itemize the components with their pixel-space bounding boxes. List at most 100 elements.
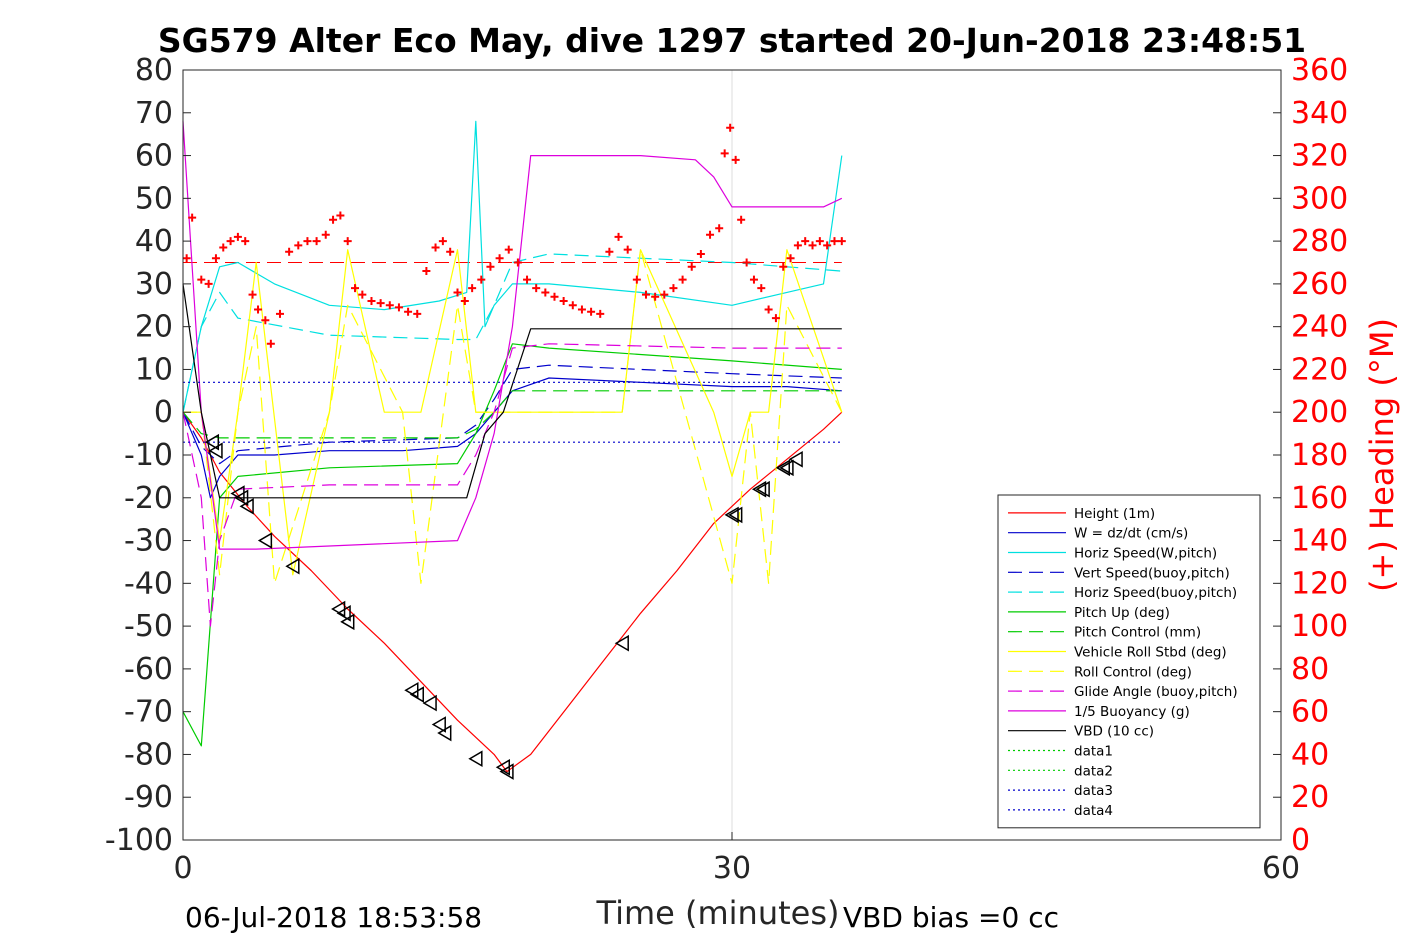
heading-point: [504, 245, 513, 254]
y-right-tick-label: 360: [1291, 53, 1348, 88]
heading-point: [793, 241, 802, 250]
heading-point: [706, 230, 715, 239]
heading-point: [823, 241, 832, 250]
series-line-6: [182, 390, 842, 439]
heading-point: [678, 275, 687, 284]
heading-point: [266, 339, 275, 348]
legend-entry: Pitch Control (mm): [1074, 625, 1201, 641]
heading-point: [587, 307, 596, 316]
event-marker: [409, 686, 424, 703]
y-right-tick-label: 100: [1291, 609, 1348, 644]
heading-point: [757, 284, 766, 293]
heading-point: [486, 262, 495, 271]
legend: Height (1m) W = dz/dt (cm/s) Horiz Speed(W…: [997, 494, 1261, 829]
heading-point: [211, 254, 220, 263]
legend-entry: Height (1m): [1074, 506, 1155, 522]
heading-point: [559, 297, 568, 305]
heading-point: [669, 284, 678, 293]
heading-point: [477, 275, 486, 284]
event-marker: [234, 489, 249, 507]
heading-point: [568, 301, 577, 310]
event-marker: [431, 716, 446, 733]
heading-point: [577, 305, 586, 314]
legend-entry: Horiz Speed(buoy,pitch): [1074, 585, 1237, 601]
y-right-tick-label: 120: [1291, 566, 1348, 601]
y-tick-label: 50: [135, 181, 173, 216]
event-marker: [499, 763, 514, 780]
y-tick-label: 70: [135, 96, 173, 131]
y-right-tick-label: 40: [1291, 737, 1329, 772]
heading-point: [764, 305, 773, 314]
y-right-tick-label: 60: [1291, 695, 1329, 730]
footer-timestamp: 06-Jul-2018 18:53:58: [185, 901, 482, 934]
heading-point: [651, 292, 660, 301]
y-right-tick-label: 180: [1291, 438, 1348, 473]
heading-point: [715, 224, 724, 233]
heading-point: [687, 262, 696, 271]
heading-point: [779, 262, 788, 271]
series-line-0: [182, 411, 843, 773]
event-marker: [257, 532, 273, 549]
heading-point: [422, 267, 431, 276]
series-line-5: [182, 343, 842, 747]
heading-point: [343, 237, 352, 246]
heading-point: [438, 237, 447, 246]
series-line-4: [182, 253, 842, 413]
event-marker: [614, 634, 629, 652]
y-tick-label: -70: [124, 695, 173, 730]
heading-point: [550, 292, 559, 301]
heading-point: [413, 309, 422, 318]
heading-point: [226, 237, 235, 246]
series-line-11: [182, 283, 842, 499]
heading-point: [726, 123, 735, 132]
event-marker: [724, 506, 739, 524]
y-right-tick-label: 140: [1291, 524, 1348, 559]
heading-point: [660, 290, 669, 299]
y-tick-label: 40: [135, 224, 173, 259]
y-tick-label: -60: [124, 652, 173, 687]
y-tick-label: 80: [135, 53, 173, 88]
heading-point: [431, 243, 440, 252]
y-tick-label: -80: [124, 737, 173, 772]
series-line-2: [182, 120, 843, 413]
legend-entry: Pitch Up (deg): [1074, 605, 1170, 621]
event-marker: [775, 459, 790, 477]
heading-point: [541, 288, 550, 297]
legend-entry: 1/5 Buoyancy (g): [1074, 704, 1190, 720]
right-axis-label: (+) Heading (°M): [1363, 318, 1401, 592]
heading-point: [197, 275, 206, 284]
event-marker: [751, 480, 767, 498]
y-right-tick-label: 220: [1291, 352, 1348, 387]
heading-point: [737, 215, 746, 224]
footer-vbd-bias: VBD bias =0 cc: [843, 901, 1059, 934]
heading-point: [614, 232, 623, 241]
y-tick-label: -90: [124, 780, 173, 815]
chart-title: SG579 Alter Eco May, dive 1297 started 2…: [158, 21, 1306, 60]
heading-point: [720, 149, 729, 158]
heading-point: [233, 232, 242, 241]
heading-point: [248, 290, 257, 299]
event-marker: [788, 450, 803, 468]
heading-point: [808, 241, 817, 250]
y-tick-label: 30: [135, 267, 173, 302]
heading-point: [460, 297, 469, 305]
heading-point: [351, 284, 360, 293]
legend-entry: Roll Control (deg): [1074, 664, 1192, 680]
heading-point: [204, 279, 213, 288]
heading-point: [394, 303, 403, 312]
y-right-tick-label: 260: [1291, 267, 1348, 302]
heading-point: [358, 290, 367, 299]
y-right-tick-label: 340: [1291, 96, 1348, 131]
y-tick-label: 60: [135, 139, 173, 174]
series-line-10: [182, 121, 843, 550]
y-tick-label: -40: [124, 566, 173, 601]
heading-point: [254, 305, 263, 314]
heading-point: [696, 249, 705, 258]
heading-point: [815, 237, 824, 246]
y-right-tick-label: 280: [1291, 224, 1348, 259]
series-line-8: [183, 249, 843, 584]
event-marker: [239, 498, 254, 515]
heading-point: [786, 254, 795, 263]
event-marker: [285, 557, 300, 575]
event-marker: [437, 724, 452, 742]
